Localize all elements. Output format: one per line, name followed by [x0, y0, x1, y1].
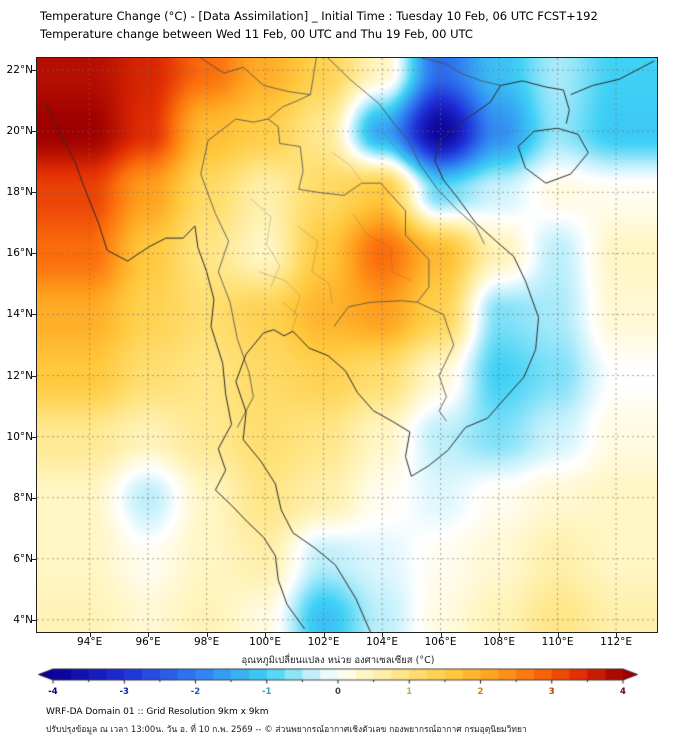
lon-tick-label: 94°E: [77, 636, 103, 648]
lat-tick-label: 18°N: [6, 186, 33, 199]
chart-title: Temperature Change (°C) - [Data Assimila…: [40, 9, 598, 23]
lat-tick-label: 12°N: [6, 369, 33, 382]
lat-tick-label: 14°N: [6, 308, 33, 321]
lon-tick-mark: [382, 633, 384, 637]
lat-tick-mark: [32, 375, 36, 377]
colorbar-tick-label: 1: [406, 687, 413, 697]
lon-tick-mark: [148, 633, 150, 637]
lon-tick-label: 102°E: [307, 636, 340, 648]
lon-tick-mark: [206, 633, 208, 637]
colorbar-tick-label: -4: [48, 687, 58, 697]
lon-tick-label: 112°E: [600, 636, 633, 648]
lat-tick-mark: [32, 253, 36, 255]
lat-tick-label: 6°N: [13, 552, 33, 565]
colorbar-label: อุณหภูมิเปลี่ยนแปลง หน่วย องศาเซลเซียส (…: [241, 655, 435, 666]
lon-tick-mark: [265, 633, 267, 637]
lat-tick-label: 20°N: [6, 125, 33, 138]
lon-tick-mark: [440, 633, 442, 637]
colorbar-tick-label: 0: [335, 687, 341, 697]
lat-tick-label: 22°N: [6, 64, 33, 77]
lat-tick-label: 10°N: [6, 430, 33, 443]
map-plot: [36, 57, 658, 633]
lon-tick-mark: [616, 633, 618, 637]
colorbar-tick-label: -2: [190, 687, 201, 697]
lon-tick-label: 108°E: [483, 636, 516, 648]
lon-tick-label: 100°E: [249, 636, 282, 648]
lon-tick-label: 106°E: [424, 636, 457, 648]
colorbar-tick-label: 4: [620, 687, 626, 697]
lon-tick-label: 110°E: [541, 636, 574, 648]
footer-domain-info: WRF-DA Domain 01 :: Grid Resolution 9km …: [46, 707, 269, 717]
lat-tick-mark: [32, 314, 36, 316]
colorbar-tick-label: -1: [262, 687, 272, 697]
colorbar-tick-label: -3: [119, 687, 129, 697]
chart-subtitle: Temperature change between Wed 11 Feb, 0…: [40, 27, 473, 41]
lon-tick-label: 104°E: [366, 636, 399, 648]
lat-tick-mark: [32, 436, 36, 438]
colorbar: [38, 668, 638, 684]
colorbar-tick-label: 2: [477, 687, 484, 697]
lon-tick-mark: [557, 633, 559, 637]
lon-tick-mark: [499, 633, 501, 637]
lat-tick-label: 8°N: [13, 491, 33, 504]
lat-tick-mark: [32, 619, 36, 621]
lon-tick-label: 96°E: [135, 636, 161, 648]
lat-tick-mark: [32, 70, 36, 72]
lat-tick-mark: [32, 558, 36, 560]
lat-tick-label: 4°N: [13, 613, 33, 626]
lon-tick-label: 98°E: [193, 636, 220, 648]
temperature-field-canvas: [37, 58, 657, 632]
lat-tick-label: 16°N: [6, 247, 33, 260]
lat-tick-mark: [32, 192, 36, 194]
lat-tick-mark: [32, 131, 36, 133]
lat-tick-mark: [32, 497, 36, 499]
lon-tick-mark: [89, 633, 91, 637]
footer-update-info: ปรับปรุงข้อมูล ณ เวลา 13:00น. วัน อ. ที่…: [46, 725, 527, 735]
lon-tick-mark: [323, 633, 325, 637]
colorbar-tick-label: 3: [548, 687, 555, 697]
